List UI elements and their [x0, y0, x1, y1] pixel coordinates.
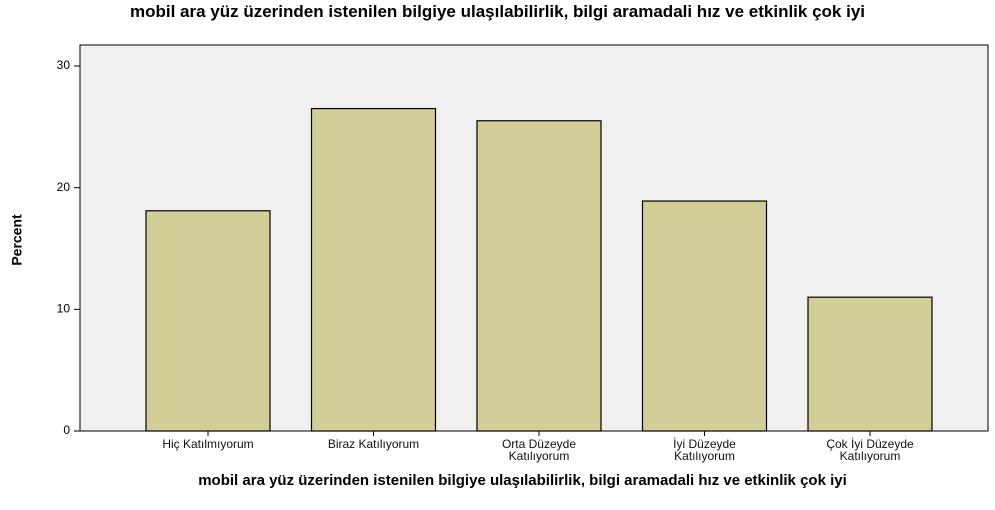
y-tick-label: 20 [57, 180, 71, 194]
bar [310, 107, 437, 432]
x-tick-label: Çok İyi Düzeyde Katılıyorum [826, 437, 914, 463]
bar [476, 120, 602, 432]
x-tick-label: Orta Düzeyde Katılıyorum [501, 437, 577, 463]
chart-title: mobil ara yüz üzerinden istenilen bilgiy… [129, 2, 865, 21]
x-tick-label: Biraz Katılıyorum [327, 437, 420, 451]
y-tick-label: 0 [63, 423, 70, 437]
y-tick-label: 30 [57, 58, 71, 72]
x-tick-label: İyi Düzeyde Katılıyorum [673, 437, 736, 463]
bar [145, 210, 271, 432]
x-tick-label: Hiç Katılmıyorum [162, 437, 254, 451]
y-axis-label: Percent [9, 214, 25, 266]
x-axis-label: mobil ara yüz üzerinden istenilen bilgiy… [198, 472, 847, 489]
bar [641, 200, 768, 432]
bar [807, 296, 933, 432]
y-tick-label: 10 [57, 302, 71, 316]
